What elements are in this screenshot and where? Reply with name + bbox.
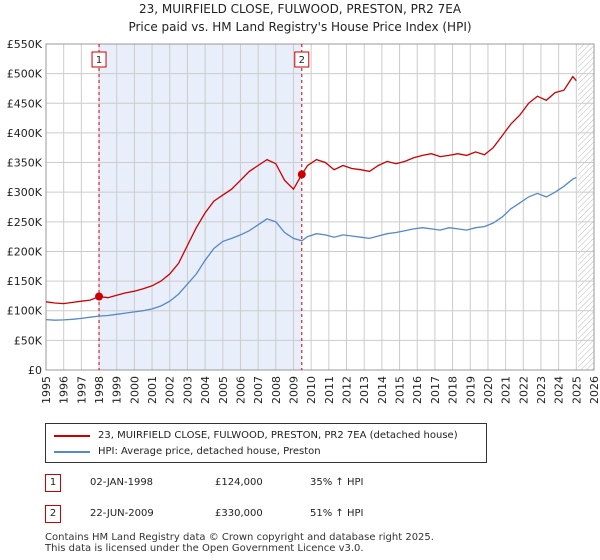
series-line xyxy=(45,176,577,321)
plot-frame xyxy=(45,43,595,371)
transaction-badge-label: 1 xyxy=(96,55,102,66)
y-tick-label: £100K xyxy=(7,305,43,318)
y-tick-label: £500K xyxy=(7,68,43,81)
price-chart: £0 £50K £100K £150K £200K £250K £300K £350K £400… xyxy=(7,38,600,404)
chart-legend: 23, MUIRFIELD CLOSE, FULWOOD, PRESTON, P… xyxy=(45,423,487,463)
x-tick-label: 2023 xyxy=(535,376,548,404)
transaction-price: £330,000 xyxy=(215,508,263,519)
x-tick-label: 2019 xyxy=(464,376,477,404)
y-tick-label: £150K xyxy=(7,275,43,288)
x-tick-label: 2006 xyxy=(234,376,247,404)
transaction-badge-label: 2 xyxy=(299,55,305,66)
x-tick-label: 2007 xyxy=(252,376,265,404)
transaction-marker: 1 xyxy=(45,474,61,492)
x-tick-label: 2018 xyxy=(447,376,460,404)
x-tick-label: 1998 xyxy=(93,376,106,404)
transaction-badge xyxy=(91,51,107,68)
x-tick-label: 2001 xyxy=(146,376,159,404)
legend-label-property: 23, MUIRFIELD CLOSE, FULWOOD, PRESTON, P… xyxy=(98,430,458,441)
y-tick-label: £400K xyxy=(7,127,43,140)
y-tick-label: £0 xyxy=(28,364,42,377)
transaction-date: 02-JAN-1998 xyxy=(90,477,154,488)
x-tick-label: 2021 xyxy=(500,376,513,404)
x-tick-label: 2002 xyxy=(164,376,177,404)
y-tick-label: £550K xyxy=(7,38,43,51)
transaction-point xyxy=(95,292,104,301)
x-tick-label: 2020 xyxy=(482,376,495,404)
x-tick-label: 2024 xyxy=(553,376,566,404)
transaction-row: 2 22-JUN-2009 £330,000 51% ↑ HPI xyxy=(45,505,505,523)
transaction-marker: 2 xyxy=(45,505,61,523)
y-tick-label: £450K xyxy=(7,97,43,110)
transaction-hpi-change: 35% ↑ HPI xyxy=(310,477,364,488)
legend-label-hpi: HPI: Average price, detached house, Pres… xyxy=(98,446,321,457)
x-tick-label: 2010 xyxy=(305,376,318,404)
y-tick-label: £50K xyxy=(14,334,43,347)
chart-title-line2: Price paid vs. HM Land Registry's House … xyxy=(128,20,472,34)
x-tick-label: 1997 xyxy=(75,376,88,404)
legend-swatch-hpi xyxy=(54,450,90,453)
x-tick-label: 2014 xyxy=(376,376,389,404)
x-tick-label: 2026 xyxy=(588,376,600,404)
ownership-shade xyxy=(99,44,302,370)
chart-title-line1: 23, MUIRFIELD CLOSE, FULWOOD, PRESTON, P… xyxy=(138,2,462,16)
y-tick-label: £200K xyxy=(7,245,43,258)
transaction-hpi-change: 51% ↑ HPI xyxy=(310,508,364,519)
legend-item-hpi: HPI: Average price, detached house, Pres… xyxy=(54,446,321,457)
x-tick-label: 2004 xyxy=(199,376,212,404)
y-tick-label: £250K xyxy=(7,216,43,229)
x-tick-label: 2017 xyxy=(429,376,442,404)
x-tick-label: 2012 xyxy=(341,376,354,404)
footer-copyright: Contains HM Land Registry data © Crown c… xyxy=(45,532,434,543)
x-tick-label: 2011 xyxy=(323,376,336,404)
x-tick-label: 2015 xyxy=(394,376,407,404)
x-tick-label: 1999 xyxy=(111,376,124,404)
legend-item-property: 23, MUIRFIELD CLOSE, FULWOOD, PRESTON, P… xyxy=(54,430,458,441)
x-tick-label: 1995 xyxy=(40,376,53,404)
transaction-point xyxy=(297,170,306,179)
y-tick-label: £300K xyxy=(7,186,43,199)
x-tick-label: 2009 xyxy=(287,376,300,404)
x-tick-label: 2013 xyxy=(358,376,371,404)
legend-swatch-property xyxy=(54,434,90,437)
x-tick-label: 2000 xyxy=(128,376,141,404)
x-tick-label: 1996 xyxy=(58,376,71,404)
x-tick-label: 2008 xyxy=(270,376,283,404)
transaction-price: £124,000 xyxy=(215,477,263,488)
x-tick-label: 2005 xyxy=(217,376,230,404)
footer-licence: This data is licensed under the Open Gov… xyxy=(45,543,364,554)
transaction-badge xyxy=(294,51,310,68)
future-hatch xyxy=(578,44,594,370)
x-tick-label: 2025 xyxy=(570,376,583,404)
series-line xyxy=(45,75,577,305)
transaction-row: 1 02-JAN-1998 £124,000 35% ↑ HPI xyxy=(45,474,505,492)
x-tick-label: 2003 xyxy=(181,376,194,404)
transaction-date: 22-JUN-2009 xyxy=(90,508,154,519)
x-tick-label: 2022 xyxy=(517,376,530,404)
x-tick-label: 2016 xyxy=(411,376,424,404)
y-tick-label: £350K xyxy=(7,157,43,170)
